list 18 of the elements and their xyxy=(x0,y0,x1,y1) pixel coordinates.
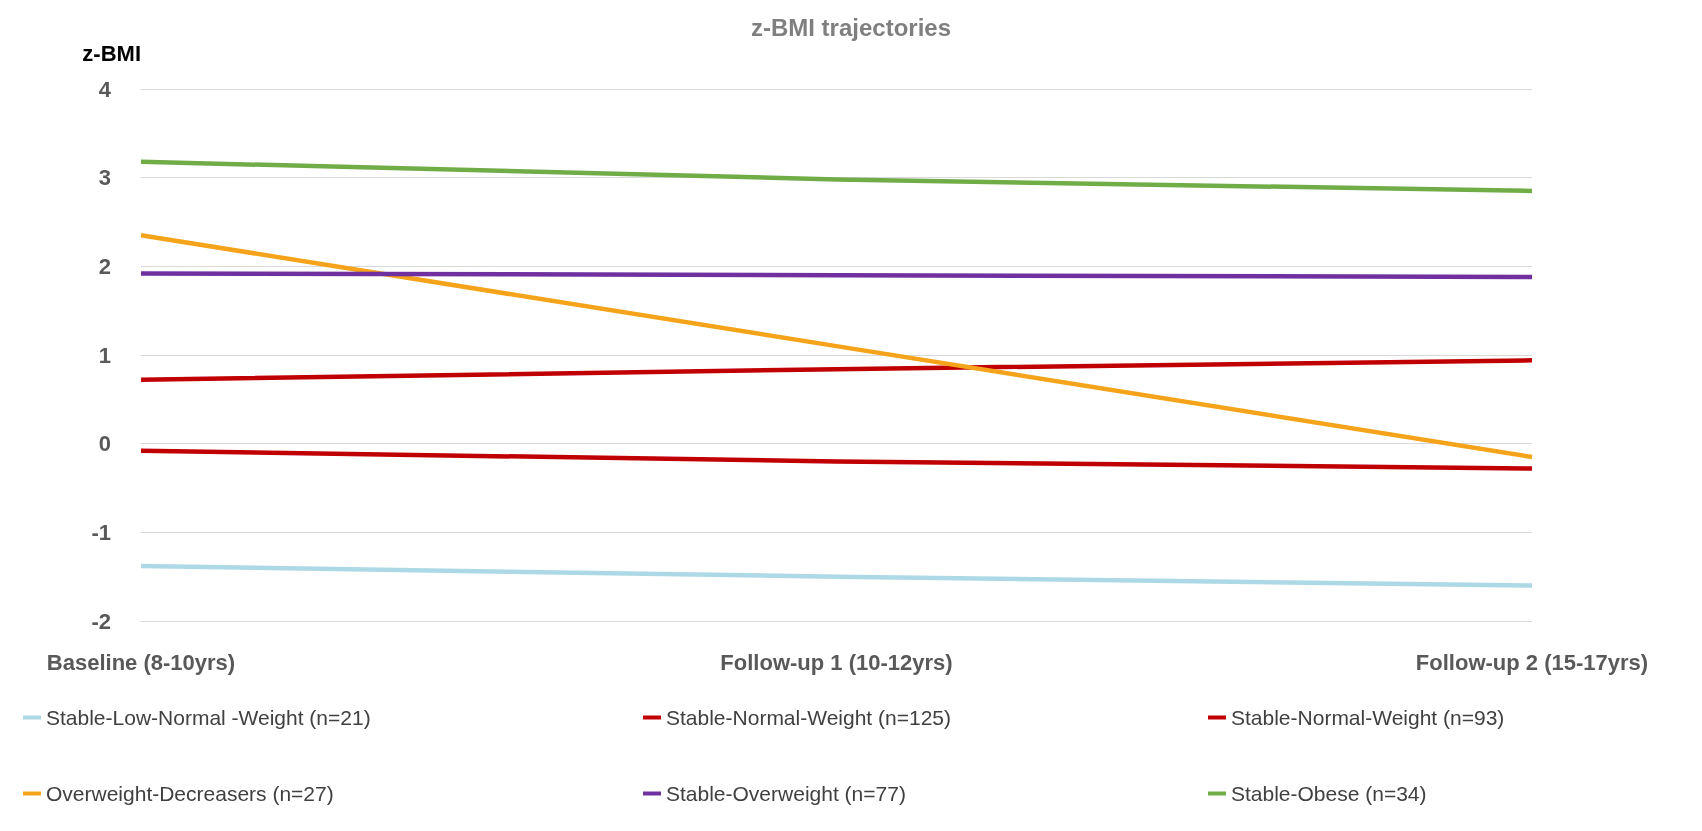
legend-label: Stable-Normal-Weight (n=125) xyxy=(666,706,951,729)
y-tick-label: 0 xyxy=(98,431,111,457)
x-tick-label: Follow-up 1 (10-12yrs) xyxy=(720,649,953,675)
legend-label: Overweight-Decreasers (n=27) xyxy=(46,782,334,805)
x-tick-label: Baseline (8-10yrs) xyxy=(46,649,236,675)
y-tick-label: 4 xyxy=(98,76,112,102)
y-tick-label: -1 xyxy=(91,519,111,545)
y-tick-label: 1 xyxy=(98,342,111,368)
legend-label: Stable-Obese (n=34) xyxy=(1231,782,1427,805)
legend-label: Stable-Low-Normal -Weight (n=21) xyxy=(46,706,371,729)
x-tick-label: Follow-up 2 (15-17yrs) xyxy=(1415,649,1649,675)
y-tick-label: 3 xyxy=(98,165,111,191)
y-tick-label: -2 xyxy=(91,608,111,634)
legend-label: Stable-Overweight (n=77) xyxy=(666,782,906,805)
y-tick-label: 2 xyxy=(98,253,111,279)
legend-label: Stable-Normal-Weight (n=93) xyxy=(1231,706,1505,729)
chart-title: z-BMI trajectories xyxy=(750,13,952,41)
y-axis-title: z-BMI xyxy=(82,40,141,66)
